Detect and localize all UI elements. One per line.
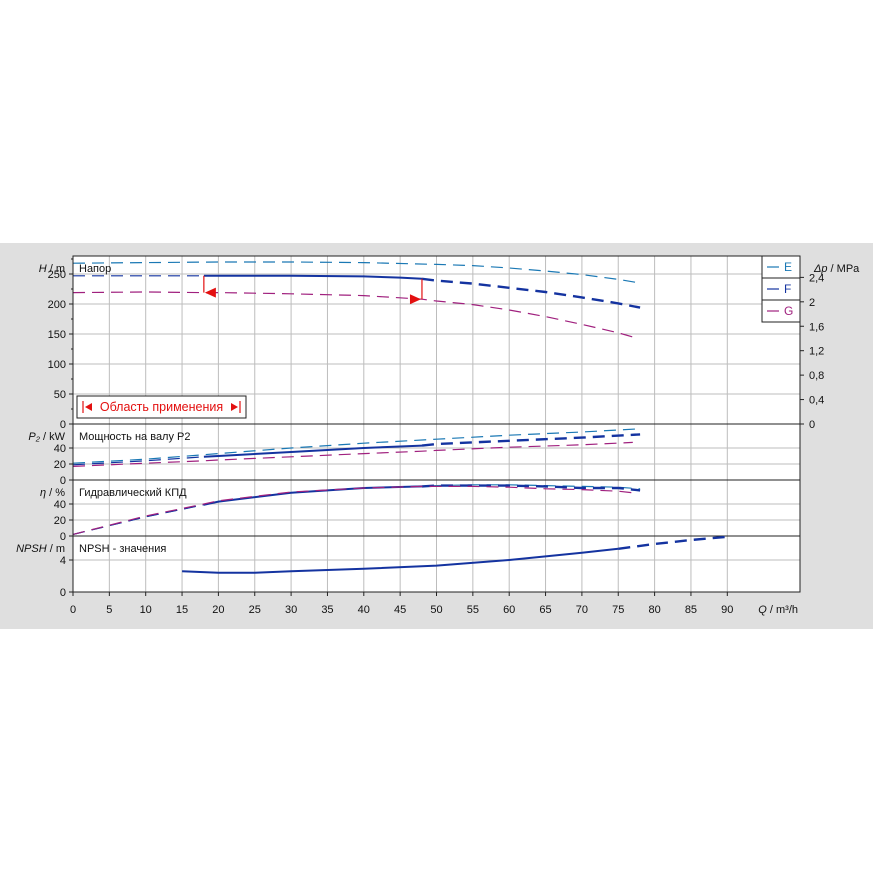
secondary-y-tick-label: 0,4: [809, 395, 824, 407]
series-G-efficiency: [72, 485, 633, 535]
panel-title-efficiency: Гидравлический КПД: [79, 487, 187, 499]
series-line-dashed: [72, 428, 641, 464]
x-tick-label: 35: [321, 604, 333, 616]
application-box-frame: [76, 395, 247, 419]
series-F-npsh: [182, 535, 728, 574]
y-tick-label: 0: [60, 475, 66, 487]
y-axis-label-head: H / m: [39, 263, 65, 275]
pump-curve-panel: 0 50 100 150 200 250 Напор H / m 0 0,4 0,8 1,2 1,6 2 2…: [0, 243, 873, 629]
secondary-axis-label: Δp / MPa: [813, 263, 860, 275]
series-line-dashed: [72, 485, 633, 535]
legend: EFG: [761, 255, 801, 323]
application-range-box: Область применения: [76, 395, 247, 419]
secondary-y-tick-label: 0,8: [809, 370, 824, 382]
legend-label-F: F: [784, 282, 791, 296]
application-box-arrow-left: [85, 403, 92, 411]
x-tick-label: 65: [539, 604, 551, 616]
x-tick-label: 0: [70, 604, 76, 616]
x-tick-label: 85: [685, 604, 697, 616]
series-line-dashed: [72, 441, 633, 467]
x-tick-label: 55: [467, 604, 479, 616]
series-E-power: [72, 428, 641, 464]
y-tick-label: 50: [54, 389, 66, 401]
plot-border: [72, 255, 801, 593]
series-F-power: [72, 433, 641, 466]
y-tick-label: 20: [54, 459, 66, 471]
application-range-label: Область применения: [100, 400, 223, 414]
x-tick-label: 15: [176, 604, 188, 616]
x-tick-label: 90: [721, 604, 733, 616]
series-line-solid: [203, 274, 423, 280]
panel-title-power: Мощность на валу P2: [79, 431, 191, 443]
x-tick-label: 60: [503, 604, 515, 616]
x-tick-label: 20: [212, 604, 224, 616]
y-tick-label: 40: [54, 443, 66, 455]
y-tick-label: 200: [48, 299, 66, 311]
series-line-dashed: [72, 261, 641, 284]
series-G-power: [72, 441, 633, 467]
series-F-head: [73, 274, 641, 309]
application-range-arrow: [409, 294, 421, 305]
y-tick-label: 0: [60, 419, 66, 431]
x-tick-label: 5: [106, 604, 112, 616]
legend-label-E: E: [784, 260, 792, 274]
y-tick-label: 4: [60, 555, 66, 567]
y-tick-label: 250: [48, 269, 66, 281]
y-tick-label: 150: [48, 329, 66, 341]
secondary-y-tick-label: 1,2: [809, 346, 824, 358]
panel-title-npsh: NPSH - значения: [79, 543, 166, 555]
x-tick-label: 75: [612, 604, 624, 616]
x-tick-label: 30: [285, 604, 297, 616]
series-line-dashed: [421, 277, 641, 309]
secondary-y-tick-label: 2,4: [809, 272, 824, 284]
y-axis-label-power: P₂ / kW: [28, 431, 65, 443]
y-tick-label: 100: [48, 359, 66, 371]
y-tick-label: 0: [60, 587, 66, 599]
legend-entry-frame: [761, 299, 801, 323]
x-tick-label: 45: [394, 604, 406, 616]
x-tick-label: 50: [430, 604, 442, 616]
y-axis-label-efficiency: η / %: [40, 487, 65, 499]
y-tick-label: 0: [60, 531, 66, 543]
x-tick-label: 10: [140, 604, 152, 616]
x-tick-label: 25: [249, 604, 261, 616]
application-box-arrow-right: [231, 403, 238, 411]
series-line-solid: [203, 444, 423, 458]
secondary-y-tick-label: 0: [809, 419, 815, 431]
x-axis-label: Q / m³/h: [758, 604, 798, 616]
x-tick-label: 40: [358, 604, 370, 616]
y-tick-label: 40: [54, 499, 66, 511]
application-range-arrow: [204, 287, 216, 298]
panel-title-head: Напор: [79, 263, 111, 275]
y-axis-label-npsh: NPSH / m: [16, 543, 65, 555]
y-tick-label: 20: [54, 515, 66, 527]
legend-label-G: G: [784, 304, 793, 318]
series-E-head: [72, 261, 641, 284]
x-tick-label: 70: [576, 604, 588, 616]
series-line-dashed: [421, 433, 641, 447]
series-line-dashed: [421, 484, 641, 492]
series-line-solid: [182, 547, 619, 574]
secondary-y-tick-label: 1,6: [809, 321, 824, 333]
x-tick-label: 80: [648, 604, 660, 616]
secondary-y-tick-label: 2: [809, 297, 815, 309]
series-line-dashed: [72, 456, 204, 466]
